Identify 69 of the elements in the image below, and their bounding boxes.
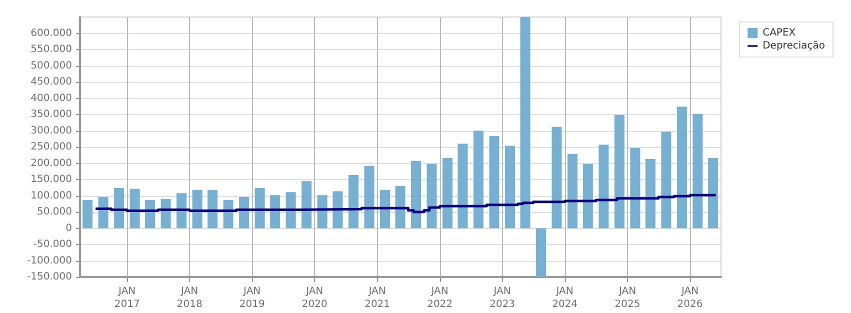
bar: [270, 195, 280, 228]
x-tick-label: JAN 2026: [677, 286, 703, 310]
y-tick-label: 600.000: [30, 28, 72, 39]
bar: [442, 158, 453, 228]
x-tick-label: JAN 2017: [114, 286, 140, 310]
bar: [98, 197, 108, 228]
x-tick-label: JAN 2025: [614, 286, 640, 310]
bar: [395, 186, 406, 228]
y-tick-label: 250.000: [30, 142, 72, 152]
bar: [364, 166, 374, 228]
bar: [474, 130, 484, 228]
bar: [614, 114, 624, 228]
legend-label: CAPEX: [762, 28, 796, 38]
x-tick-label: JAN 2019: [239, 286, 265, 310]
bar: [458, 144, 468, 228]
bar: [411, 160, 421, 228]
y-tick-label: 0: [66, 222, 72, 234]
bar: [176, 193, 187, 228]
x-tick-label: JAN 2020: [302, 286, 328, 310]
x-tick-label: JAN 2021: [364, 286, 390, 310]
y-tick-label: 350.000: [30, 109, 72, 120]
bar: [505, 146, 516, 228]
x-tick-label: JAN 2018: [176, 286, 202, 310]
bar: [82, 200, 93, 228]
bar: [145, 200, 156, 228]
y-tick-label: 50.000: [37, 206, 72, 218]
y-tick-label: 400.000: [30, 92, 72, 104]
bar: [630, 148, 640, 228]
bar: [332, 191, 343, 228]
bar: [426, 164, 437, 228]
bar: [130, 188, 140, 228]
y-tick-label: 100.000: [30, 190, 72, 202]
bar: [676, 106, 687, 228]
bar: [286, 192, 296, 228]
y-tick-label: -150.000: [27, 272, 72, 282]
bar: [489, 136, 500, 228]
bar: [552, 126, 562, 228]
bar: [192, 190, 202, 228]
bar: [348, 174, 358, 228]
bar: [598, 144, 609, 228]
bar: [568, 154, 578, 228]
x-tick-label: JAN 2022: [427, 286, 453, 310]
bar: [645, 159, 656, 228]
bar: [380, 190, 390, 228]
bar: [114, 188, 124, 228]
y-tick-label: 500.000: [30, 60, 72, 72]
bar: [208, 190, 218, 228]
bar: [536, 228, 546, 277]
y-tick-label: 450.000: [30, 76, 72, 88]
bar: [661, 132, 672, 228]
bar: [582, 164, 593, 228]
bar: [317, 195, 328, 228]
y-tick-label: -100.000: [27, 255, 72, 266]
bar: [520, 17, 530, 228]
x-tick-label: JAN 2023: [490, 286, 516, 310]
y-tick-label: 200.000: [30, 158, 72, 169]
legend-label: Depreciação: [762, 40, 826, 52]
bar: [708, 158, 718, 228]
y-tick-label: 550.000: [30, 44, 72, 55]
y-tick-label: 300.000: [30, 125, 72, 136]
bar: [223, 200, 234, 228]
bar: [692, 114, 703, 228]
bar: [302, 181, 312, 228]
bar: [239, 197, 250, 228]
y-tick-label: -50.000: [33, 239, 72, 250]
bar: [254, 188, 265, 228]
bar: [160, 199, 171, 228]
y-tick-label: 150.000: [30, 174, 72, 185]
x-tick-label: JAN 2024: [552, 286, 578, 310]
